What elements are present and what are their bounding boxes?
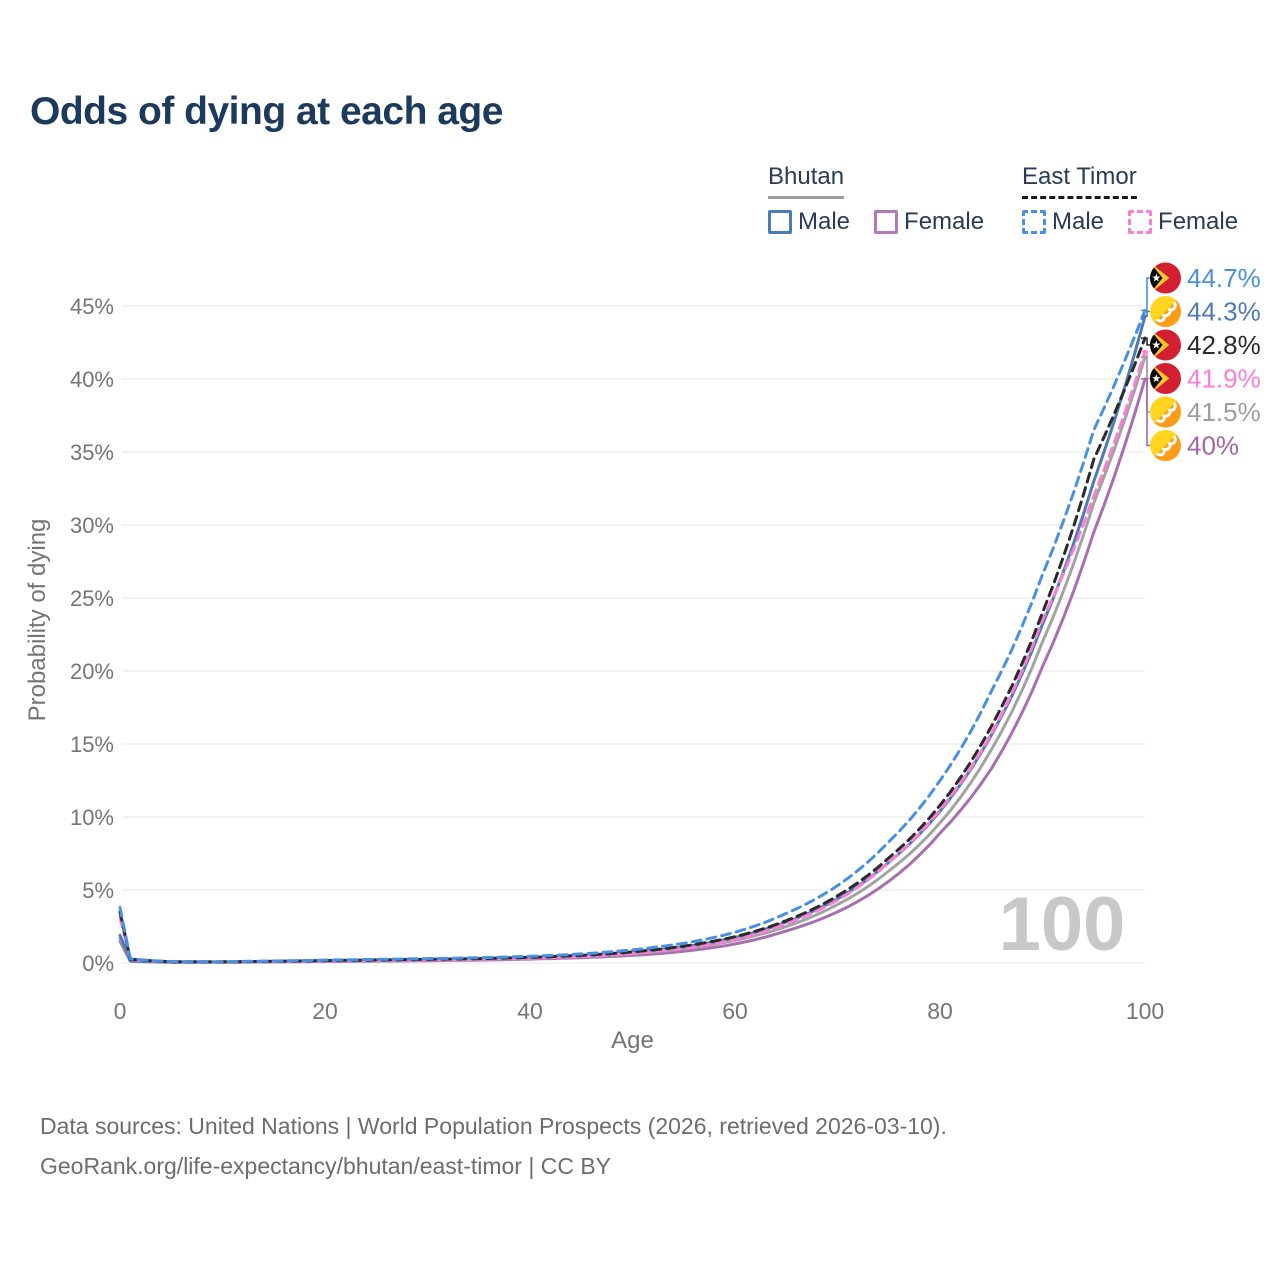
- end-value-label: 41.5%: [1187, 397, 1261, 427]
- east-timor-flag-icon: [1150, 263, 1181, 294]
- legend-item-label: Male: [1052, 208, 1105, 235]
- y-tick-label: 40%: [70, 367, 114, 392]
- bhutan-female-swatch-icon: [874, 210, 899, 234]
- end-value-label: 44.3%: [1187, 297, 1261, 327]
- legend-items-bhutan: Male Female: [768, 208, 984, 236]
- east-timor-flag-icon: [1150, 330, 1181, 361]
- x-tick-label: 20: [312, 998, 338, 1024]
- footer-data-sources: Data sources: United Nations | World Pop…: [40, 1113, 947, 1139]
- east-timor-male-swatch-icon: [1022, 210, 1046, 234]
- end-value-labels: 44.7% 44.3%42.8% 41.9%41.5% 40%: [1141, 263, 1261, 462]
- legend-item-bhutan-female[interactable]: Female: [874, 208, 984, 236]
- y-tick-label: 20%: [70, 659, 114, 684]
- x-tick-label: 60: [722, 998, 748, 1024]
- end-value-label: 40%: [1187, 431, 1239, 461]
- x-tick-label: 0: [114, 998, 127, 1024]
- footer-attribution-link[interactable]: GeoRank.org/life-expectancy/bhutan/east-…: [40, 1153, 612, 1179]
- legend-header-east-timor[interactable]: East Timor: [1022, 163, 1137, 199]
- y-tick-label: 30%: [70, 513, 114, 538]
- legend-item-label: Male: [798, 208, 851, 235]
- legend-group-east-timor: East Timor Male Female: [1022, 163, 1238, 236]
- y-tick-label: 15%: [70, 732, 114, 757]
- footer: Data sources: United Nations | World Pop…: [40, 1106, 947, 1186]
- x-tick-label: 40: [517, 998, 543, 1024]
- y-tick-label: 25%: [70, 586, 114, 611]
- end-label-connector: [1141, 277, 1152, 312]
- legend-header-bhutan[interactable]: Bhutan: [768, 163, 845, 199]
- bhutan-flag-icon: [1150, 296, 1181, 327]
- x-axis-title: Age: [611, 1027, 654, 1054]
- bhutan-flag-icon: [1150, 397, 1181, 428]
- bhutan-flag-icon: [1150, 430, 1181, 461]
- chart-title: Odds of dying at each age: [30, 90, 503, 133]
- series-line-east-timor-both-sexes[interactable]: [118, 336, 1147, 964]
- x-tick-label: 80: [927, 998, 953, 1024]
- y-axis-title: Probability of dying: [24, 519, 51, 722]
- series-line-east-timor-female[interactable]: [118, 349, 1147, 964]
- legend-item-label: Female: [904, 208, 985, 235]
- legend-item-east-timor-male[interactable]: Male: [1022, 208, 1104, 236]
- watermark: 100: [999, 882, 1126, 967]
- y-tick-label: 35%: [70, 440, 114, 465]
- x-tick-label: 100: [1126, 998, 1164, 1024]
- east-timor-flag-icon: [1150, 363, 1181, 394]
- end-value-label: 41.9%: [1187, 364, 1261, 394]
- bhutan-male-swatch-icon: [768, 210, 792, 234]
- y-tick-label: 10%: [70, 805, 114, 830]
- legend-item-bhutan-male[interactable]: Male: [768, 208, 850, 236]
- hover-age-watermark: 100: [999, 882, 1126, 967]
- end-value-label: 42.8%: [1187, 330, 1261, 360]
- legend-items-east-timor: Male Female: [1022, 208, 1238, 236]
- east-timor-female-swatch-icon: [1128, 210, 1153, 234]
- end-label-connector: [1141, 378, 1152, 447]
- series-line-bhutan-male[interactable]: [118, 314, 1147, 964]
- y-tick-label: 45%: [70, 294, 114, 319]
- legend-item-label: Female: [1158, 208, 1239, 235]
- legend-group-bhutan: Bhutan Male Female: [768, 163, 984, 236]
- gridlines: [122, 305, 1145, 964]
- legend-item-east-timor-female[interactable]: Female: [1128, 208, 1238, 236]
- y-tick-label: 5%: [82, 878, 114, 903]
- y-tick-label: 0%: [82, 951, 114, 976]
- series-line-east-timor-male[interactable]: [118, 308, 1147, 964]
- end-value-label: 44.7%: [1187, 263, 1261, 293]
- axis-labels: 0% 5% 10% 15% 20% 25% 30% 35% 40% 45% 0 20 40 60 80 100…: [24, 294, 1164, 1054]
- series-lines: [118, 308, 1147, 964]
- end-label-connector: [1141, 310, 1152, 318]
- series-line-bhutan-both-sexes[interactable]: [118, 355, 1147, 964]
- end-label-connector: [1141, 337, 1152, 346]
